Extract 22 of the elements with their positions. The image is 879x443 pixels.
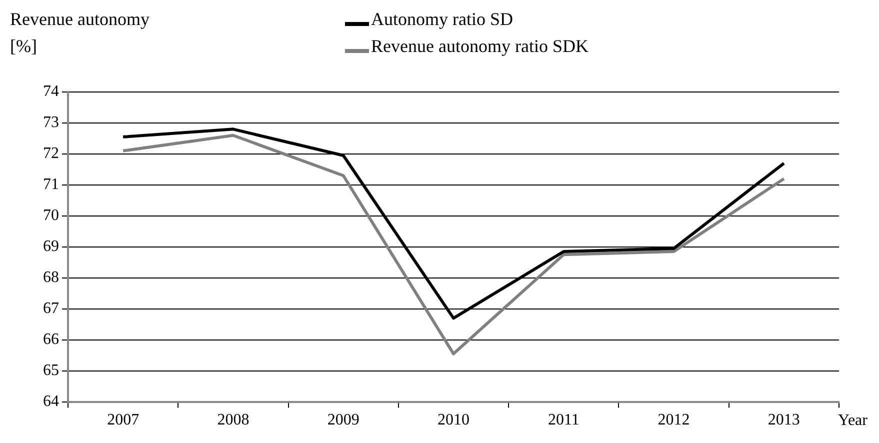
x-tick-label: 2012 xyxy=(658,412,690,429)
y-tick-label: 66 xyxy=(43,331,59,348)
x-tick-label: 2011 xyxy=(548,412,580,429)
y-tick-label: 72 xyxy=(43,145,59,162)
y-tick-label: 73 xyxy=(43,114,59,132)
y-axis-title: Revenue autonomy [%] xyxy=(10,8,150,58)
x-tick-label: 2007 xyxy=(107,412,140,429)
y-tick-label: 71 xyxy=(43,176,59,194)
x-tick-label: 2013 xyxy=(768,412,800,429)
y-tick-label: 68 xyxy=(43,269,59,286)
y-tick-label: 70 xyxy=(43,207,59,224)
y-tick-label: 65 xyxy=(43,362,59,380)
x-axis-title: Year xyxy=(838,412,868,430)
x-tick-label: 2009 xyxy=(327,412,360,429)
y-tick-label: 69 xyxy=(43,238,59,256)
y-tick-label: 67 xyxy=(43,300,59,318)
x-tick-label: 2008 xyxy=(217,412,250,429)
y-tick-label: 74 xyxy=(43,83,59,100)
legend-label: Revenue autonomy ratio SDK xyxy=(371,35,588,58)
x-tick-label: 2010 xyxy=(438,412,470,429)
legend-label: Autonomy ratio SD xyxy=(371,8,513,31)
y-tick-label: 64 xyxy=(43,393,59,410)
